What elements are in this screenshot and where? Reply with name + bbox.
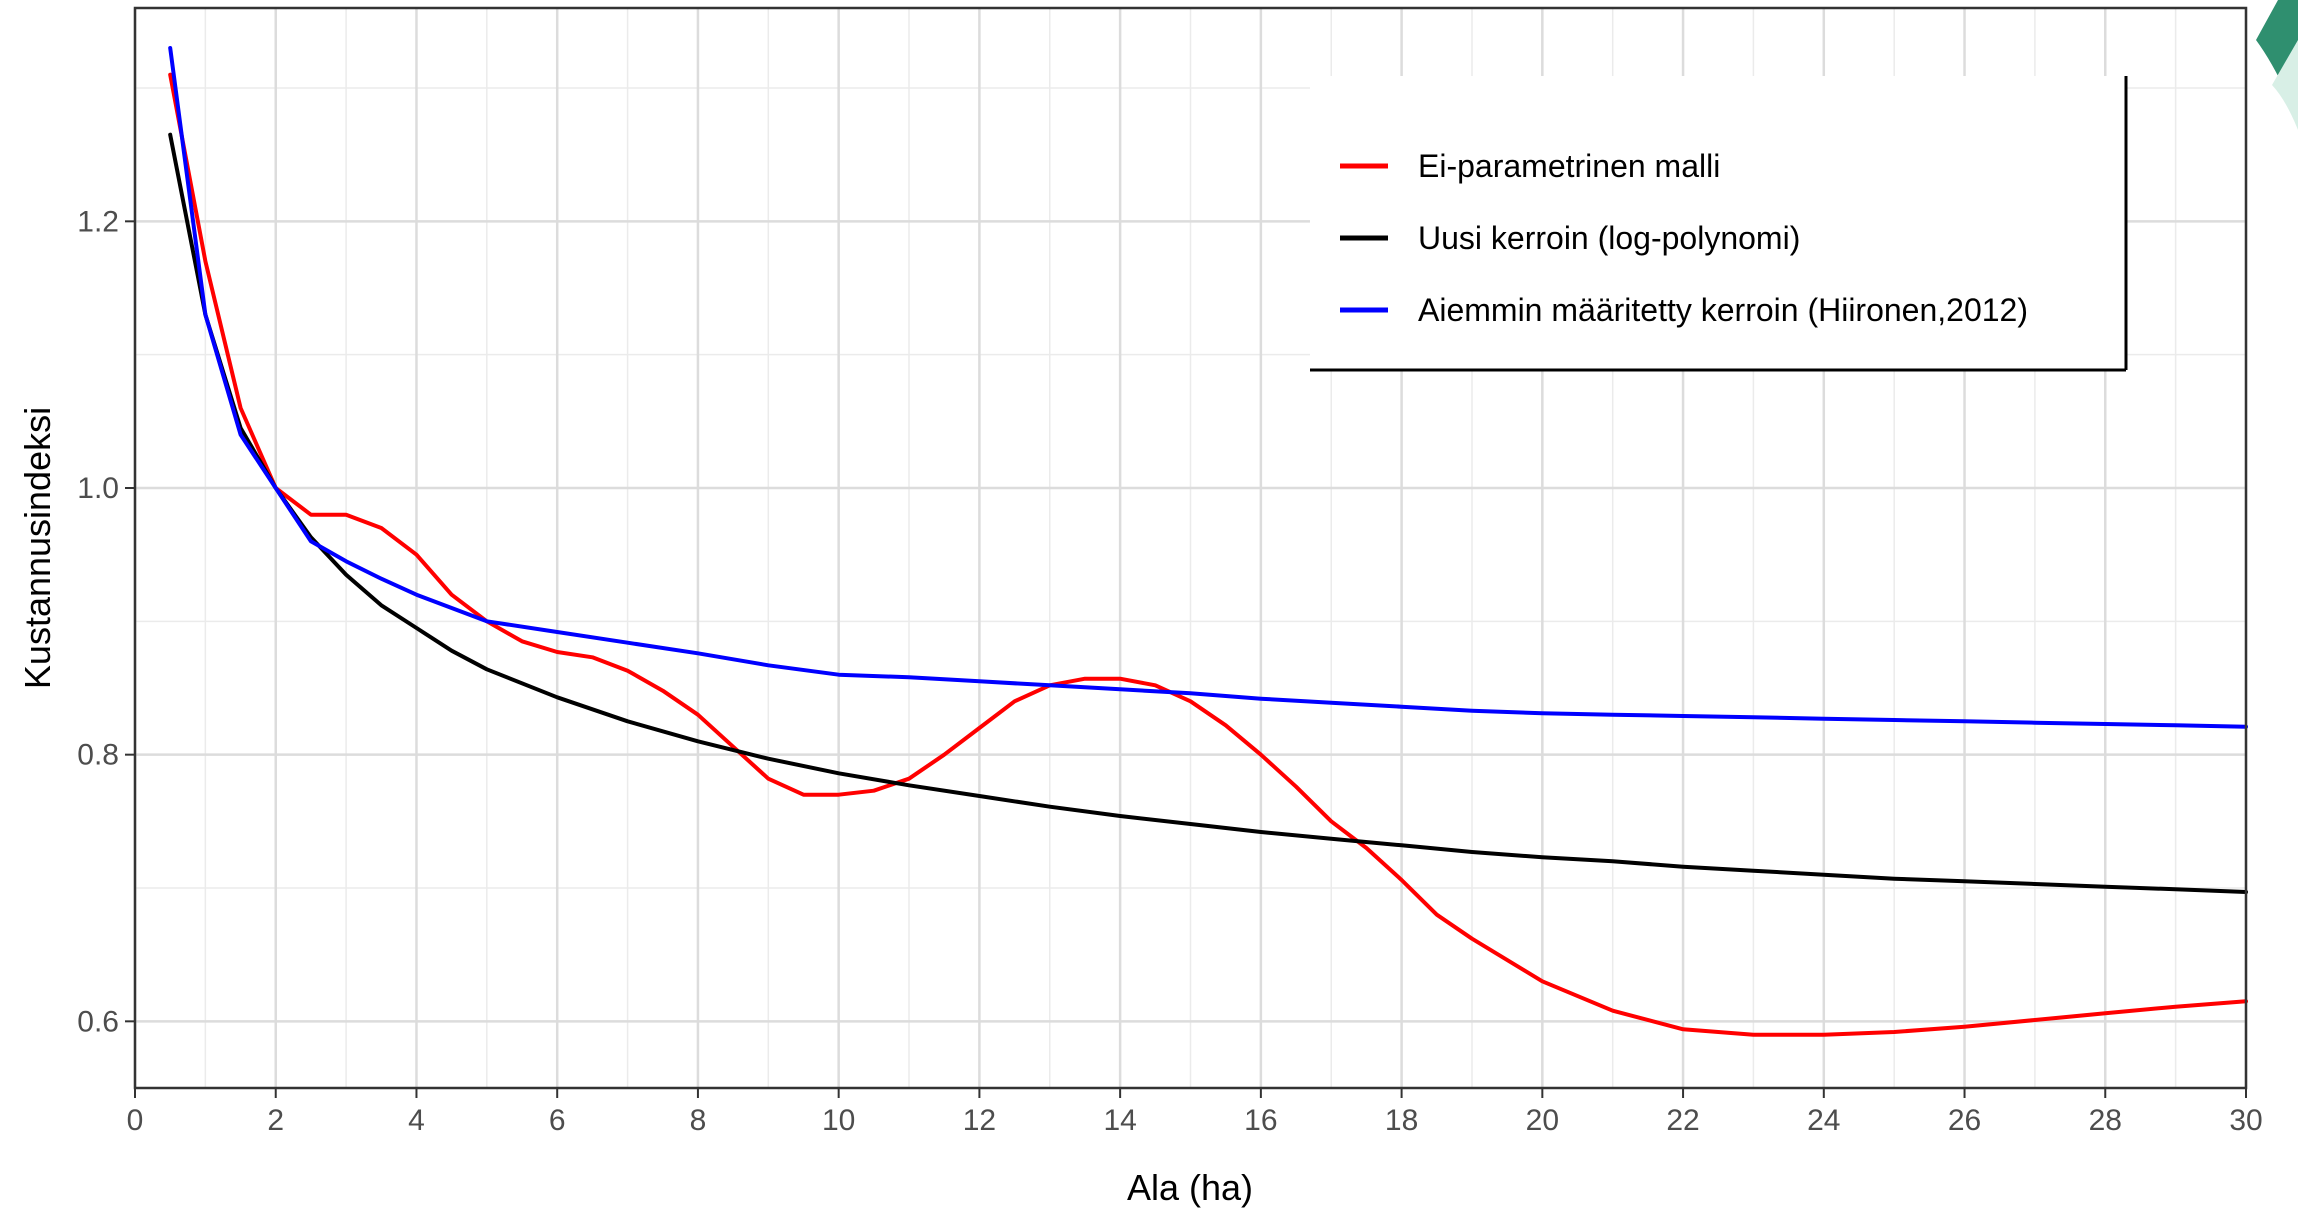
y-tick-label: 1.0 xyxy=(77,472,119,505)
legend-label-1: Ei-parametrinen malli xyxy=(1418,148,1720,184)
x-tick-label: 0 xyxy=(127,1104,144,1137)
x-tick-label: 4 xyxy=(408,1104,425,1137)
x-tick-label: 24 xyxy=(1807,1104,1840,1137)
series-line-1 xyxy=(168,72,2248,1037)
series-line-2 xyxy=(168,132,2248,894)
x-tick-label: 18 xyxy=(1385,1104,1418,1137)
plot-border xyxy=(133,6,2248,1090)
x-tick-label: 8 xyxy=(690,1104,707,1137)
x-tick-label: 10 xyxy=(822,1104,855,1137)
legend-box xyxy=(1310,76,2126,370)
x-tick-label: 16 xyxy=(1244,1104,1277,1137)
series-line-3 xyxy=(168,46,2248,729)
x-tick-label: 30 xyxy=(2229,1104,2262,1137)
x-axis-ticks: 0 2 4 6 8 10 12 14 16 18 20 22 24 26 28 30 xyxy=(127,1088,2263,1137)
x-tick-label: 28 xyxy=(2089,1104,2122,1137)
legend-label-2: Uusi kerroin (log-polynomi) xyxy=(1418,220,1800,256)
legend: Ei-parametrinen malli Uusi kerroin (log-p… xyxy=(1310,76,2128,372)
x-tick-label: 26 xyxy=(1948,1104,1981,1137)
corner-decoration xyxy=(2256,0,2298,130)
x-tick-label: 6 xyxy=(549,1104,566,1137)
y-axis-title: Kustannusindeksi xyxy=(17,407,58,689)
series-lines xyxy=(168,46,2248,1037)
x-tick-label: 14 xyxy=(1103,1104,1136,1137)
y-tick-label: 0.6 xyxy=(77,1005,119,1038)
y-axis-ticks: 0.6 0.8 1.0 1.2 xyxy=(77,205,135,1038)
x-tick-label: 20 xyxy=(1526,1104,1559,1137)
x-tick-label: 2 xyxy=(267,1104,284,1137)
corner-decoration-highlight xyxy=(2272,40,2298,130)
x-axis-title: Ala (ha) xyxy=(1127,1167,1253,1208)
y-tick-label: 1.2 xyxy=(77,205,119,238)
y-tick-label: 0.8 xyxy=(77,739,119,772)
x-tick-label: 12 xyxy=(963,1104,996,1137)
legend-label-3: Aiemmin määritetty kerroin (Hiironen,201… xyxy=(1418,292,2028,328)
x-tick-label: 22 xyxy=(1666,1104,1699,1137)
